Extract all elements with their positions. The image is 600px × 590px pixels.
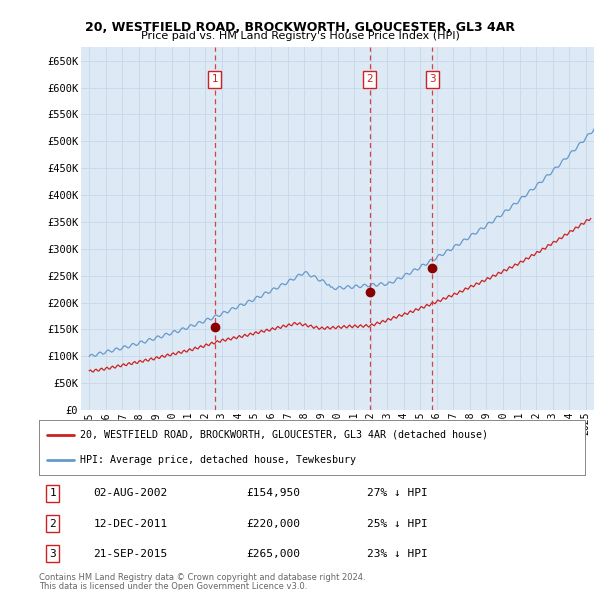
Text: 3: 3 — [429, 74, 436, 84]
Text: 27% ↓ HPI: 27% ↓ HPI — [367, 489, 427, 499]
Text: 1: 1 — [211, 74, 218, 84]
Text: 3: 3 — [49, 549, 56, 559]
Text: £220,000: £220,000 — [247, 519, 301, 529]
Text: 12-DEC-2011: 12-DEC-2011 — [94, 519, 168, 529]
Text: HPI: Average price, detached house, Tewkesbury: HPI: Average price, detached house, Tewk… — [80, 455, 356, 465]
Text: Price paid vs. HM Land Registry's House Price Index (HPI): Price paid vs. HM Land Registry's House … — [140, 31, 460, 41]
Text: 20, WESTFIELD ROAD, BROCKWORTH, GLOUCESTER, GL3 4AR: 20, WESTFIELD ROAD, BROCKWORTH, GLOUCEST… — [85, 21, 515, 34]
Text: 2: 2 — [49, 519, 56, 529]
Text: 21-SEP-2015: 21-SEP-2015 — [94, 549, 168, 559]
Text: 20, WESTFIELD ROAD, BROCKWORTH, GLOUCESTER, GL3 4AR (detached house): 20, WESTFIELD ROAD, BROCKWORTH, GLOUCEST… — [80, 430, 488, 440]
Text: 2: 2 — [366, 74, 373, 84]
Text: £154,950: £154,950 — [247, 489, 301, 499]
Text: Contains HM Land Registry data © Crown copyright and database right 2024.: Contains HM Land Registry data © Crown c… — [39, 573, 365, 582]
Text: 25% ↓ HPI: 25% ↓ HPI — [367, 519, 427, 529]
Text: 02-AUG-2002: 02-AUG-2002 — [94, 489, 168, 499]
Text: 1: 1 — [49, 489, 56, 499]
Text: This data is licensed under the Open Government Licence v3.0.: This data is licensed under the Open Gov… — [39, 582, 307, 590]
Text: £265,000: £265,000 — [247, 549, 301, 559]
Text: 23% ↓ HPI: 23% ↓ HPI — [367, 549, 427, 559]
